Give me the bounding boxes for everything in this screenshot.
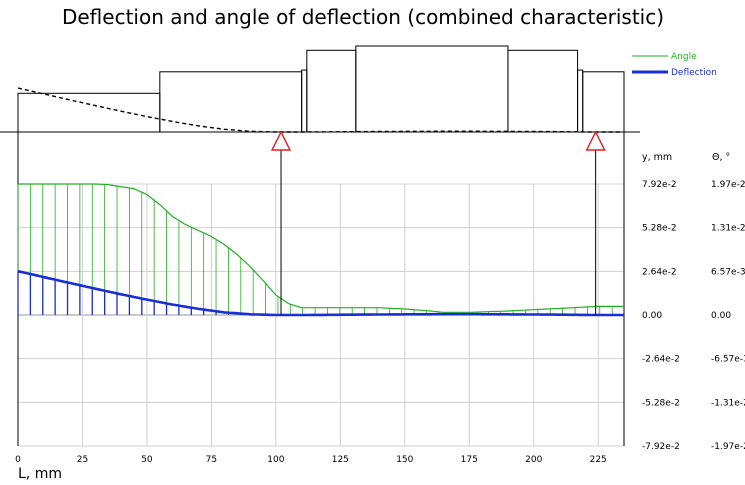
grid [17, 132, 625, 447]
x-tick-label: 200 [525, 455, 542, 465]
left-axis-label: y, mm [642, 152, 672, 163]
y-right-tick-label: 6.57e-3 [711, 267, 745, 277]
shaft-segment [355, 45, 509, 133]
shaft-segment [17, 92, 161, 133]
right-axis-label: Θ, ° [712, 152, 730, 163]
tick-labels: 0 25 50 75 100 125 150 175 200 225 7.92e-2 1.97e-2 5… [15, 180, 745, 465]
shaft-profile [0, 45, 640, 133]
x-tick-label: 175 [461, 455, 478, 465]
shaft-segment [507, 49, 579, 133]
x-axis-label: L, mm [18, 466, 62, 482]
y-left-tick-label: -7.92e-2 [642, 442, 680, 452]
shaft-segment [577, 69, 584, 133]
legend-angle-label: Angle [671, 52, 697, 62]
series-layer [17, 183, 624, 317]
shaft-segment [301, 69, 308, 133]
support-icon [585, 130, 606, 151]
chart-title: Deflection and angle of deflection (comb… [62, 5, 664, 29]
x-tick-label: 0 [15, 455, 21, 465]
shaft-segment [159, 71, 303, 133]
shaft-deflection-dashed [17, 87, 622, 133]
x-tick-label: 100 [267, 455, 284, 465]
x-tick-label: 225 [590, 455, 607, 465]
y-left-tick-label: 2.64e-2 [642, 267, 677, 277]
x-tick-label: 150 [396, 455, 413, 465]
y-right-tick-label: 1.31e-2 [711, 224, 745, 234]
y-right-tick-label: -6.57e-3 [711, 355, 745, 365]
y-left-tick-label: 0.00 [642, 311, 662, 321]
series-angle-line [18, 183, 624, 313]
y-right-tick-label: -1.97e-2 [711, 442, 745, 452]
y-left-tick-label: 5.28e-2 [642, 224, 677, 234]
legend: Angle Deflection [632, 52, 717, 78]
supports [270, 130, 606, 315]
y-right-tick-label: 1.97e-2 [711, 180, 745, 190]
shaft-segment [306, 49, 357, 133]
support-icon [270, 130, 292, 151]
series-deflection-line [17, 269, 624, 317]
y-right-tick-label: 0.00 [711, 311, 731, 321]
x-tick-label: 50 [141, 455, 153, 465]
y-left-tick-label: -2.64e-2 [642, 355, 680, 365]
x-tick-label: 25 [77, 455, 88, 465]
y-right-tick-label: -1.31e-2 [711, 398, 745, 408]
shaft-segment [582, 71, 625, 133]
x-tick-label: 125 [332, 455, 349, 465]
legend-deflection-label: Deflection [671, 68, 717, 78]
y-left-tick-label: -5.28e-2 [642, 398, 680, 408]
y-left-tick-label: 7.92e-2 [642, 180, 677, 190]
x-tick-label: 75 [206, 455, 217, 465]
